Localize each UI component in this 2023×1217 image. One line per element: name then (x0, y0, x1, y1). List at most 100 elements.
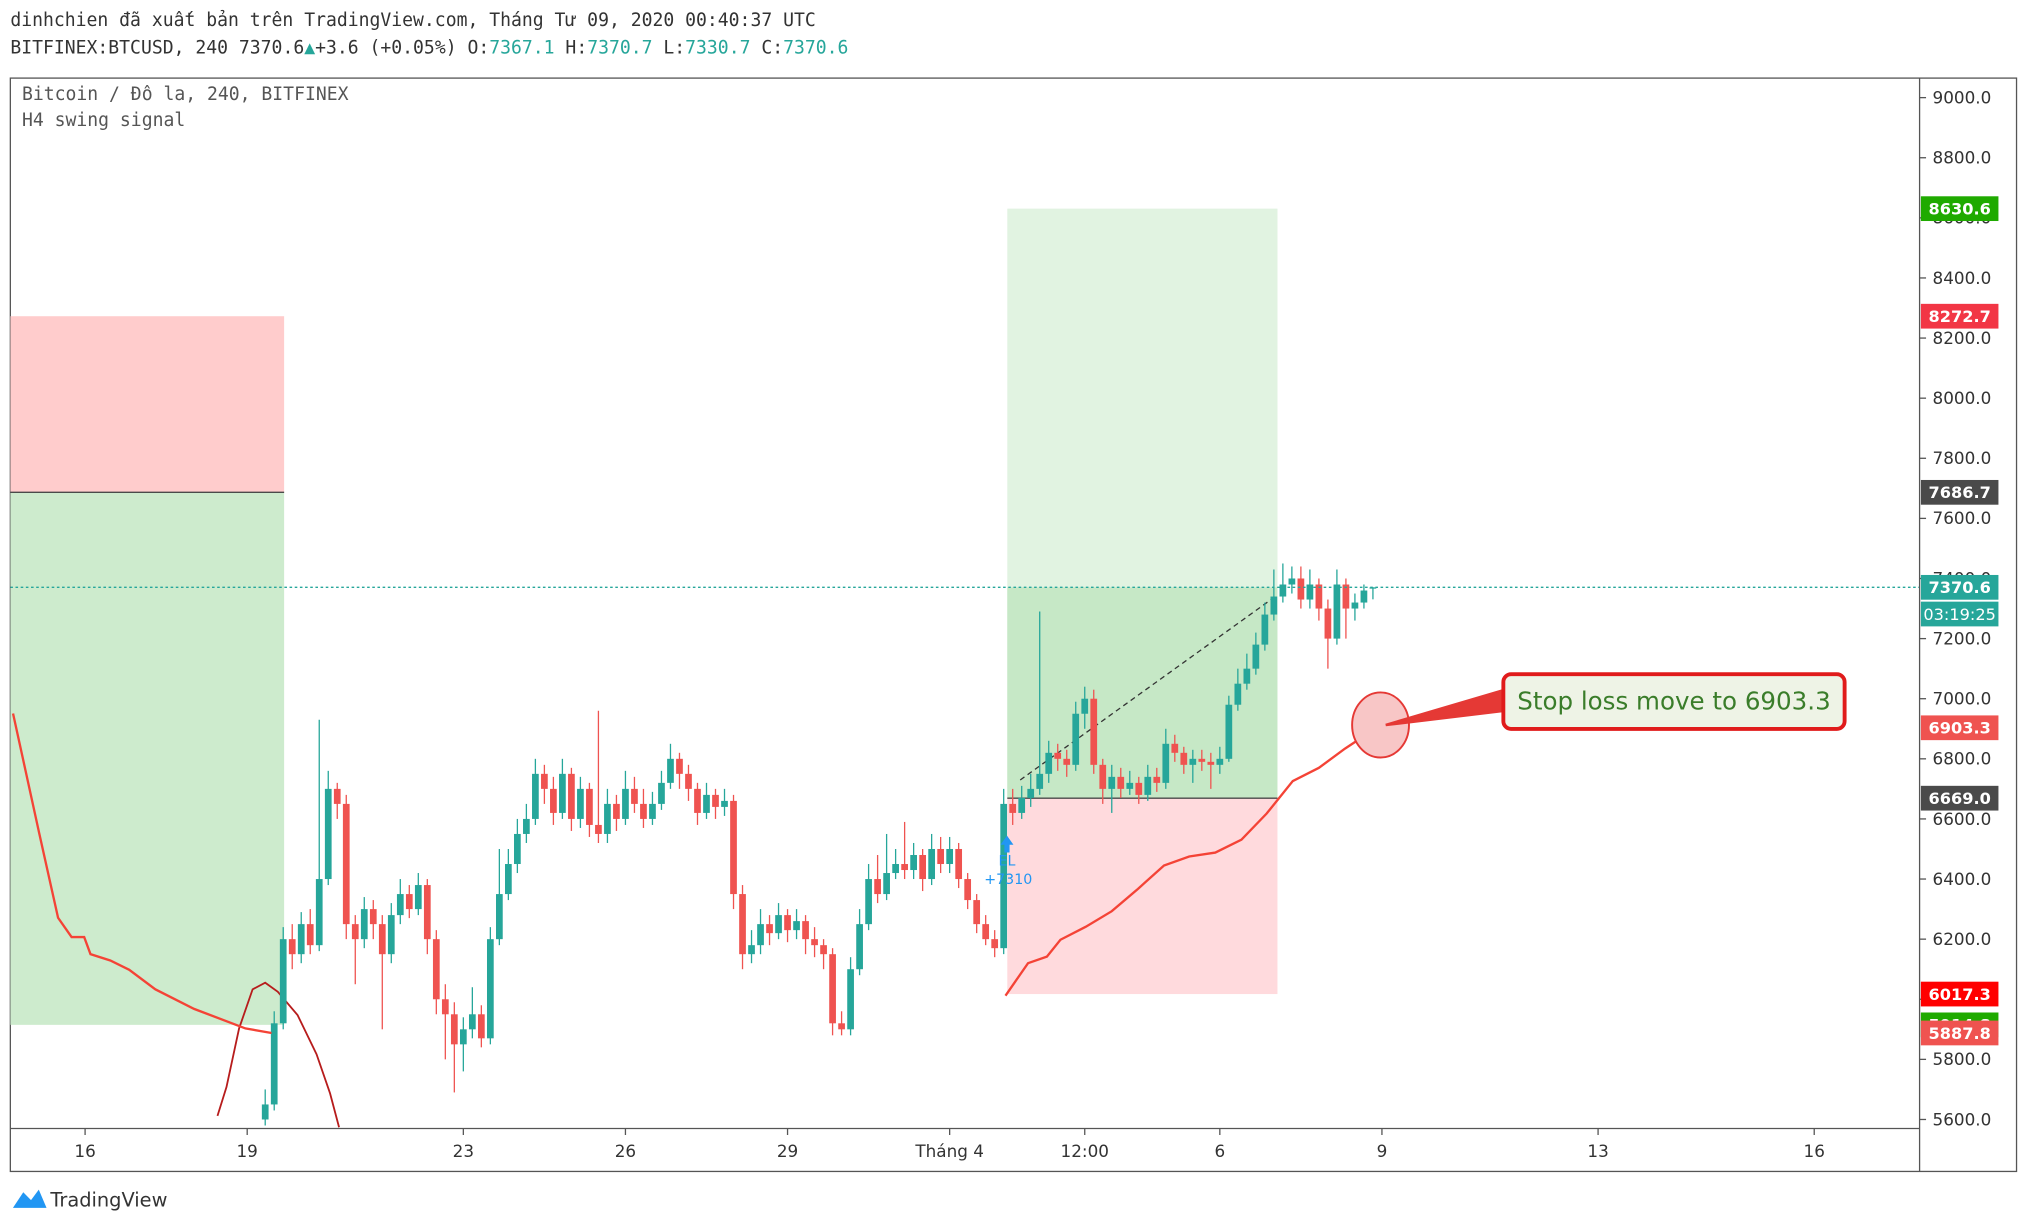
price-tag (1920, 981, 1999, 1007)
position-loss-zone (1007, 798, 1278, 995)
annotation-ellipse (1351, 691, 1410, 759)
candle-body (387, 915, 395, 955)
candle-body (874, 879, 881, 895)
candle-body (1072, 713, 1080, 765)
candle-body (1207, 761, 1215, 765)
candle-body (577, 788, 584, 819)
candle-body (739, 894, 746, 955)
candle-body (1054, 752, 1062, 759)
candle-body (432, 939, 440, 1000)
candle-body (1153, 776, 1161, 783)
candle-body (1333, 584, 1341, 639)
candle-body (901, 864, 908, 871)
price-tag-label: 7370.6 (1929, 578, 1991, 597)
y-tick-label: 5600.0 (1933, 1109, 1992, 1129)
candle-body (1243, 668, 1251, 684)
price-tag (1920, 196, 1999, 222)
position-loss-zone (10, 316, 285, 493)
candle-body (955, 848, 963, 880)
candle-body (396, 894, 404, 916)
candle-body (937, 848, 945, 865)
price-tag (1920, 715, 1999, 741)
candle-body (505, 864, 512, 895)
candle-body (1144, 776, 1152, 795)
price-tag-label: 6669.0 (1929, 789, 1991, 808)
price-tag (1920, 479, 1999, 505)
candle-body (360, 909, 368, 940)
candle-body (495, 894, 503, 940)
candle-body (532, 773, 539, 819)
y-tick-label: 8800.0 (1933, 148, 1992, 168)
candle-body (892, 864, 899, 874)
trailing-stop-line (1004, 726, 1378, 997)
candle-body (369, 909, 377, 925)
candle-body (613, 803, 620, 819)
candle-body (1297, 578, 1305, 600)
x-tick-label: 16 (74, 1141, 95, 1161)
candle-body (1216, 758, 1224, 765)
y-tick-label: 8400.0 (1933, 268, 1992, 288)
candle-body (1351, 602, 1359, 609)
candle-body (486, 939, 494, 1039)
candle-body (802, 921, 809, 940)
y-tick-label: 8200.0 (1933, 328, 1992, 348)
candle-body (423, 885, 431, 940)
x-tick-label: Tháng 4 (914, 1141, 984, 1161)
price-tag-label: 5887.8 (1929, 1024, 1991, 1043)
candle-body (1270, 596, 1278, 615)
candle-body (270, 1023, 278, 1105)
candle-body (1036, 773, 1044, 789)
candle-body (477, 1014, 485, 1039)
x-tick-label: 19 (237, 1141, 258, 1161)
candle-body (928, 848, 936, 880)
countdown-label: 03:19:25 (1923, 605, 1996, 624)
candle-body (378, 924, 386, 955)
candle-body (721, 800, 728, 807)
candle-body (405, 894, 413, 910)
signal: EL +7310 (984, 835, 1032, 888)
candle-body (775, 915, 782, 934)
candle-body (1342, 584, 1350, 609)
price-tag (1920, 785, 1999, 811)
price-tag-label: 6903.3 (1929, 719, 1991, 738)
x-tick-label: 6 (1214, 1141, 1225, 1161)
candle-body (640, 803, 647, 819)
candle-body (964, 879, 972, 901)
candle-body (982, 924, 990, 940)
x-tick-label: 13 (1587, 1141, 1608, 1161)
candle-body (838, 1023, 845, 1030)
candle-body (820, 945, 827, 955)
candle-body (757, 924, 764, 946)
logo-icon (12, 1189, 47, 1208)
trailing-stop-line (11, 713, 272, 1035)
y-tick-label: 7000.0 (1933, 689, 1992, 709)
y-tick-label: 9000.0 (1933, 87, 1992, 107)
last-price: 7370.6 (239, 37, 304, 58)
annotation-text: Stop loss move to 6903.3 (1517, 686, 1830, 715)
candle-body (306, 924, 314, 946)
candle-body (811, 939, 818, 946)
candle-body (279, 939, 287, 1024)
candle-body (1162, 743, 1170, 783)
candle-body (1288, 578, 1296, 585)
candle-body (523, 818, 530, 834)
price-tag-label: 6017.3 (1929, 985, 1991, 1004)
candle-body (1081, 698, 1089, 714)
candle-body (1225, 704, 1233, 759)
c-value: 7370.6 (783, 37, 848, 58)
candle-body (568, 773, 575, 819)
candle-body (342, 803, 350, 925)
candle-body (766, 924, 773, 934)
candle-body (1360, 590, 1368, 603)
candle-body (649, 803, 656, 819)
x-tick-label: 29 (777, 1141, 798, 1161)
price-tag-label: 7686.7 (1929, 483, 1991, 502)
candle-body (1090, 698, 1098, 765)
candle-body (1009, 803, 1017, 813)
l-label: L: (663, 37, 685, 58)
candle-body (703, 794, 710, 813)
arrow: ▲ (304, 37, 315, 58)
price-tag-label: 8272.7 (1929, 307, 1991, 326)
x-tick-label: 23 (453, 1141, 474, 1161)
